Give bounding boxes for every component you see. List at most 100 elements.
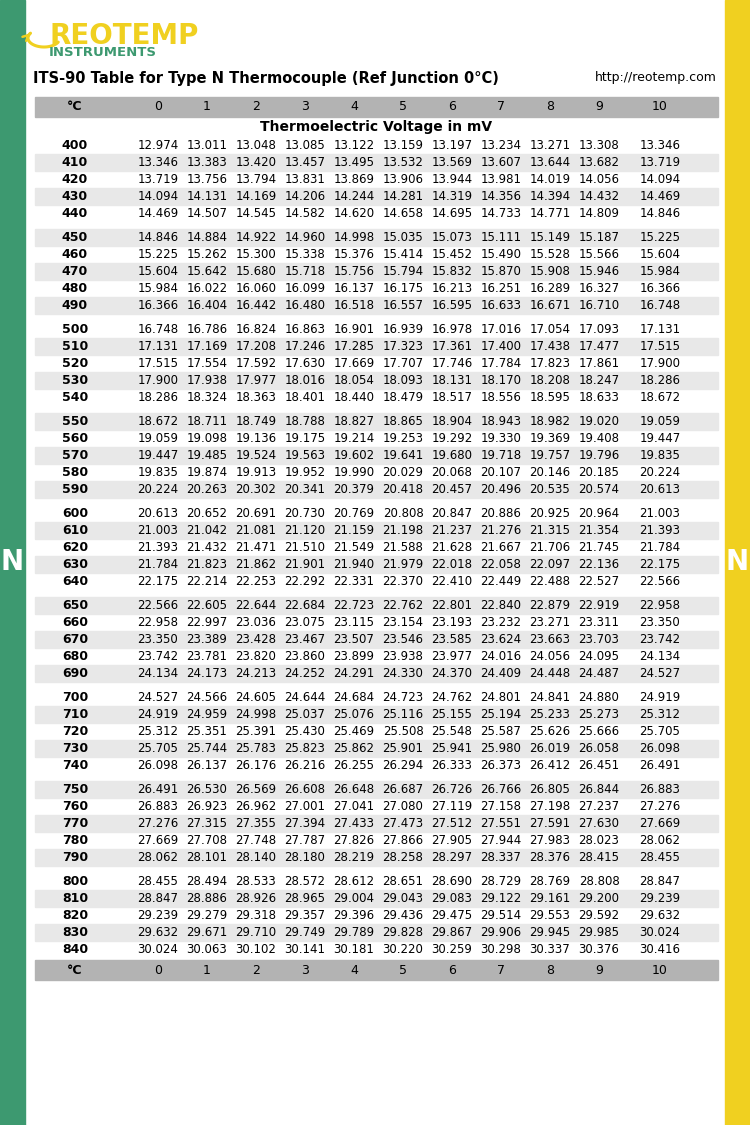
Text: 13.532: 13.532	[382, 156, 424, 169]
Bar	[35, 631, 718, 648]
Text: 23.467: 23.467	[284, 633, 326, 646]
Text: 14.960: 14.960	[284, 231, 326, 244]
Text: 18.556: 18.556	[481, 392, 521, 404]
Text: 16.671: 16.671	[530, 299, 571, 312]
Text: 24.880: 24.880	[578, 691, 620, 704]
Text: 13.906: 13.906	[382, 173, 424, 186]
Text: 16.251: 16.251	[481, 282, 521, 295]
Text: 17.285: 17.285	[334, 340, 374, 353]
Bar	[35, 413, 718, 430]
Text: 27.512: 27.512	[431, 817, 472, 830]
Text: 15.718: 15.718	[284, 266, 326, 278]
Text: 20.418: 20.418	[382, 483, 424, 496]
Text: 13.719: 13.719	[137, 173, 178, 186]
Text: 500: 500	[62, 323, 88, 336]
Text: 20.263: 20.263	[187, 483, 227, 496]
Text: 14.658: 14.658	[382, 207, 424, 220]
Bar	[35, 556, 718, 573]
Text: 26.962: 26.962	[236, 800, 277, 813]
Text: 13.607: 13.607	[481, 156, 521, 169]
Text: 23.036: 23.036	[236, 616, 277, 629]
Text: 22.175: 22.175	[137, 575, 178, 588]
Text: 17.784: 17.784	[481, 357, 521, 370]
Text: 21.588: 21.588	[382, 541, 424, 554]
Text: 20.847: 20.847	[431, 507, 472, 520]
Text: 17.169: 17.169	[186, 340, 228, 353]
Text: 27.551: 27.551	[481, 817, 521, 830]
Bar	[35, 372, 718, 389]
Text: 16.518: 16.518	[334, 299, 374, 312]
Text: 23.899: 23.899	[334, 650, 374, 663]
Text: 30.220: 30.220	[382, 943, 424, 956]
Text: 24.016: 24.016	[481, 650, 521, 663]
Text: 26.923: 26.923	[187, 800, 227, 813]
Text: 25.155: 25.155	[431, 708, 472, 721]
Text: 14.809: 14.809	[578, 207, 620, 220]
Text: 10: 10	[652, 100, 668, 114]
Text: 20.535: 20.535	[530, 483, 570, 496]
Text: 18.827: 18.827	[334, 415, 374, 428]
Text: 27.905: 27.905	[431, 834, 472, 847]
Text: 18.286: 18.286	[137, 392, 178, 404]
Text: 16.786: 16.786	[187, 323, 227, 336]
Text: 25.705: 25.705	[640, 724, 680, 738]
Text: 29.710: 29.710	[236, 926, 277, 939]
Text: 24.801: 24.801	[481, 691, 521, 704]
Text: 13.122: 13.122	[334, 140, 374, 152]
Text: 830: 830	[62, 926, 88, 939]
Text: 20.224: 20.224	[640, 466, 680, 479]
Text: 18.363: 18.363	[236, 392, 277, 404]
Text: 18.170: 18.170	[481, 374, 521, 387]
Text: 27.198: 27.198	[530, 800, 571, 813]
Text: 14.620: 14.620	[334, 207, 374, 220]
Text: 18.672: 18.672	[640, 392, 680, 404]
Text: 25.666: 25.666	[578, 724, 620, 738]
Text: 26.216: 26.216	[284, 759, 326, 772]
Text: 18.749: 18.749	[236, 415, 277, 428]
Text: 20.224: 20.224	[137, 483, 178, 496]
Text: 21.393: 21.393	[640, 524, 680, 537]
Bar	[35, 781, 718, 798]
Text: 25.744: 25.744	[187, 742, 227, 755]
Text: 470: 470	[62, 266, 88, 278]
Text: 24.644: 24.644	[284, 691, 326, 704]
Text: 26.648: 26.648	[334, 783, 374, 796]
Text: 28.769: 28.769	[530, 875, 571, 888]
Text: 17.361: 17.361	[431, 340, 472, 353]
Text: 16.863: 16.863	[284, 323, 326, 336]
Text: 29.122: 29.122	[480, 892, 522, 904]
Text: 16.939: 16.939	[382, 323, 424, 336]
Text: 18.865: 18.865	[382, 415, 424, 428]
Text: 26.098: 26.098	[137, 759, 178, 772]
Text: 13.495: 13.495	[334, 156, 374, 169]
Text: 28.062: 28.062	[640, 834, 680, 847]
Text: 20.185: 20.185	[578, 466, 620, 479]
Text: 18.324: 18.324	[187, 392, 227, 404]
Text: 26.412: 26.412	[530, 759, 571, 772]
Text: 27.041: 27.041	[334, 800, 374, 813]
Text: 16.099: 16.099	[284, 282, 326, 295]
Text: 28.847: 28.847	[137, 892, 178, 904]
Text: 24.487: 24.487	[578, 667, 620, 680]
Text: 23.154: 23.154	[382, 616, 424, 629]
Text: 22.488: 22.488	[530, 575, 571, 588]
Text: 19.408: 19.408	[578, 432, 620, 446]
Text: 20.808: 20.808	[382, 507, 423, 520]
Text: 28.690: 28.690	[431, 875, 472, 888]
Text: 26.137: 26.137	[187, 759, 227, 772]
Text: 29.828: 29.828	[382, 926, 424, 939]
Text: 26.491: 26.491	[137, 783, 178, 796]
Text: 620: 620	[62, 541, 88, 554]
Text: 15.376: 15.376	[334, 248, 374, 261]
Text: 22.958: 22.958	[137, 616, 178, 629]
Text: 30.024: 30.024	[640, 926, 680, 939]
Text: 16.366: 16.366	[640, 282, 680, 295]
Text: 29.632: 29.632	[137, 926, 178, 939]
Text: 640: 640	[62, 575, 88, 588]
Text: 22.566: 22.566	[137, 598, 178, 612]
Text: 25.469: 25.469	[334, 724, 374, 738]
Text: 26.766: 26.766	[480, 783, 522, 796]
Text: 20.029: 20.029	[382, 466, 424, 479]
Text: 7: 7	[497, 963, 505, 976]
Bar	[35, 960, 718, 980]
